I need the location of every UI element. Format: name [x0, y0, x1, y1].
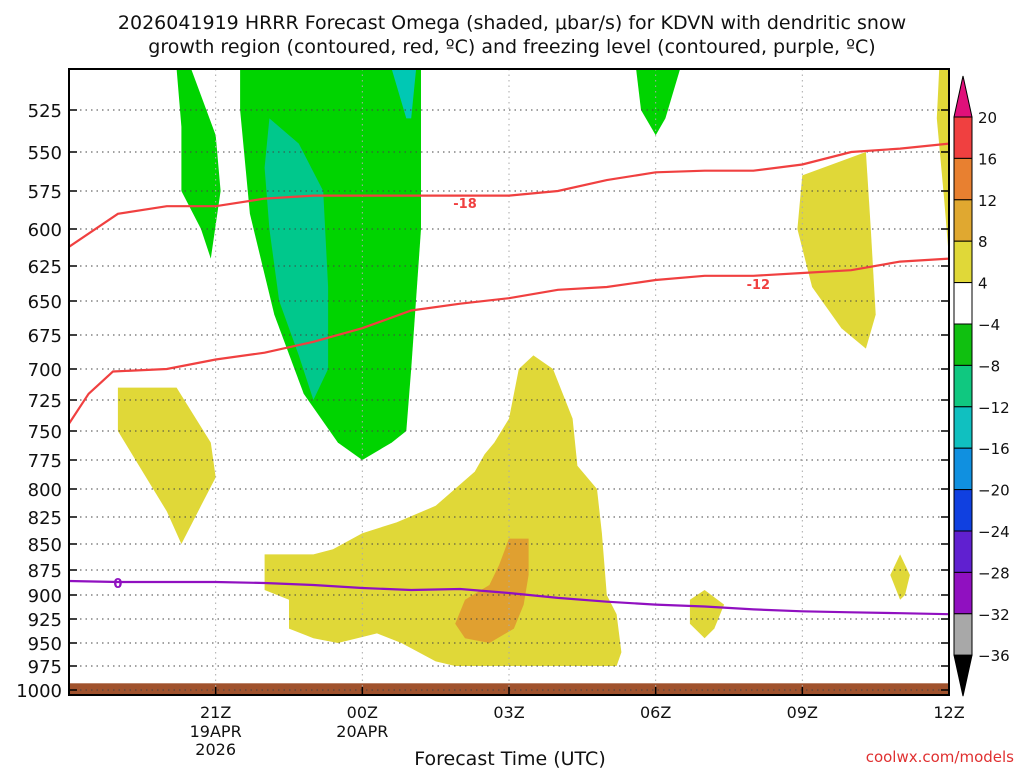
y-tick-label: 650 [28, 292, 62, 313]
x-axis-label: Forecast Time (UTC) [414, 748, 605, 768]
y-tick-label: 825 [28, 508, 62, 529]
y-tick-label: 525 [28, 101, 62, 122]
plot-area: -18 -12 0 [69, 69, 949, 695]
colorbar-label: −24 [978, 523, 1010, 541]
omega-region-sinking-small-07z [689, 590, 725, 639]
colorbar-swatch [953, 530, 973, 573]
contour-dgz-minus-12 [69, 257, 949, 425]
y-tick-label: 800 [28, 480, 62, 501]
y-tick-label: 975 [28, 657, 62, 678]
contour-label-dgz-minus-12: -12 [747, 278, 771, 293]
colorbar-label: −20 [978, 482, 1010, 500]
colorbar-label: −4 [978, 316, 1000, 334]
colorbar-label: −16 [978, 440, 1010, 458]
y-tick-label: 700 [28, 360, 62, 381]
colorbar-swatch [953, 240, 973, 284]
colorbar-label: −32 [978, 606, 1010, 624]
colorbar-swatch [953, 282, 973, 325]
colorbar-label: −12 [978, 399, 1010, 417]
colorbar-top-arrow [953, 75, 973, 118]
temperature-contours: -18 -12 0 [69, 142, 949, 616]
colorbar-label: 4 [978, 275, 988, 293]
y-tick-label: 950 [28, 634, 62, 655]
colorbar-swatch [953, 116, 973, 159]
colorbar-bottom-arrow [953, 654, 973, 697]
y-tick-label: 575 [28, 182, 62, 203]
contour-freezing-level-0 [69, 579, 949, 616]
colorbar-label: 16 [978, 150, 997, 168]
x-tick-label: 12Z [933, 703, 964, 722]
colorbar-swatch [953, 157, 973, 201]
contour-label-freezing-level-0: 0 [113, 577, 122, 592]
omega-region-upward-motion-cyan-top [391, 69, 417, 119]
watermark: coolwx.com/models [866, 748, 1014, 766]
y-tick-label: 900 [28, 586, 62, 607]
colorbar-label: −28 [978, 564, 1010, 582]
x-tick-label: 00Z [347, 703, 378, 722]
omega-region-upward-motion-teal [264, 118, 329, 401]
x-tick-sublabel: 20APR [336, 722, 388, 741]
colorbar-label: −8 [978, 357, 1000, 375]
x-tick-label: 09Z [787, 703, 818, 722]
x-tick-label: 21Z [200, 703, 231, 722]
colorbar-swatch [953, 613, 973, 656]
y-tick-label: 775 [28, 451, 62, 472]
omega-region-sinking-11z [890, 554, 910, 600]
x-tick-label: 03Z [493, 703, 524, 722]
colorbar-swatch [953, 447, 973, 491]
colorbar-swatch [953, 406, 973, 449]
colorbar-label: 20 [978, 109, 997, 127]
y-tick-label: 850 [28, 535, 62, 556]
y-tick-label: 550 [28, 143, 62, 164]
chart-title-line-1: 2026041919 HRRR Forecast Omega (shaded, … [118, 12, 906, 34]
y-tick-label: 600 [28, 220, 62, 241]
y-tick-label: 750 [28, 422, 62, 443]
colorbar-swatch [953, 571, 973, 615]
x-tick-sublabel: 2026 [195, 740, 236, 759]
omega-region-sinking-left [117, 387, 216, 544]
y-tick-label: 925 [28, 610, 62, 631]
y-tick-label: 875 [28, 561, 62, 582]
y-axis-ticks: 525 550 575 600 625 650 675 700 725 750 775 800 825 8… [16, 101, 949, 702]
colorbar-swatch [953, 489, 973, 532]
contour-dgz-minus-18 [69, 142, 949, 248]
chart-title-line-2: growth region (contoured, red, ºC) and f… [148, 36, 875, 58]
y-tick-label: 1000 [16, 681, 62, 702]
colorbar-swatch [953, 323, 973, 366]
x-tick-label: 06Z [640, 703, 671, 722]
y-tick-label: 725 [28, 391, 62, 412]
y-tick-label: 625 [28, 257, 62, 278]
omega-region-upward-motion-top-right [636, 69, 681, 136]
gridlines [69, 69, 949, 695]
omega-region-upward-motion-left [176, 69, 221, 259]
colorbar-label: −36 [978, 647, 1010, 665]
x-tick-sublabel: 19APR [190, 722, 242, 741]
omega-region-sinking-09z [797, 152, 876, 349]
colorbar-label: 8 [978, 233, 988, 251]
colorbar-label: 12 [978, 192, 997, 210]
colorbar-swatch [953, 364, 973, 408]
contour-label-dgz-minus-18: -18 [453, 197, 477, 212]
y-tick-label: 675 [28, 326, 62, 347]
colorbar-swatch [953, 199, 973, 242]
omega-region-sinking-12z [936, 69, 949, 259]
colorbar-legend: 20 16 12 8 4 −4 −8 −12 −16 −20 −24 −28 −32 −36 [953, 75, 1010, 697]
